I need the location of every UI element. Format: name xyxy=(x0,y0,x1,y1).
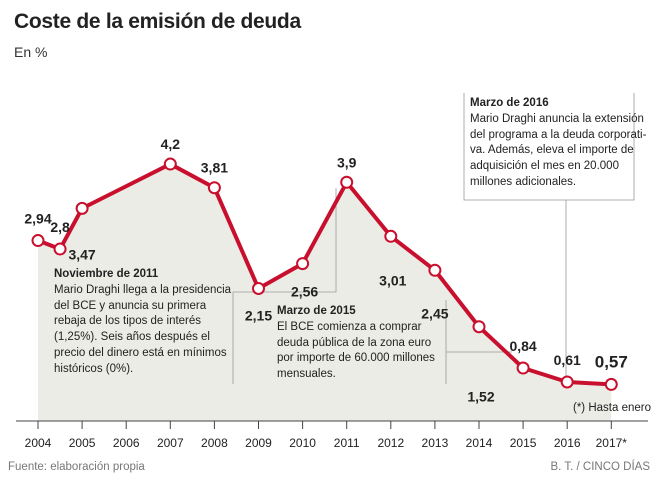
annotation-guides xyxy=(232,93,635,384)
data-label: 3,81 xyxy=(201,160,228,176)
series-line xyxy=(37,162,612,387)
data-label: 2,56 xyxy=(291,284,318,300)
chart-subtitle: En % xyxy=(14,44,48,60)
data-point xyxy=(384,229,398,243)
data-point xyxy=(53,242,67,256)
annotation-line: mensuales. xyxy=(277,368,336,381)
data-label: 3,47 xyxy=(68,246,95,262)
data-point xyxy=(163,157,177,171)
x-tick-label: 2017* xyxy=(596,436,628,450)
data-label: 1,52 xyxy=(467,389,494,405)
annotation-line: deuda pública de la zona euro xyxy=(277,336,432,349)
data-label: 2,15 xyxy=(245,307,272,323)
data-point xyxy=(252,281,265,295)
annotation-nov-2011: Noviembre de 2011 Mario Draghi llega a l… xyxy=(54,267,231,378)
data-point xyxy=(75,201,89,215)
data-label: 2,94 xyxy=(24,211,51,227)
data-points xyxy=(31,157,618,391)
guide-nov-2011 xyxy=(232,188,337,384)
x-tick-labels: 2004 2005 2006 2007 2008 2009 2010 2011 2012 2013… xyxy=(25,436,628,450)
data-point xyxy=(428,263,442,277)
annotation-mar-2016: Marzo de 2016 Mario Draghi anuncia la ex… xyxy=(470,96,646,191)
data-label: 0,84 xyxy=(509,338,536,354)
annotation-title: Noviembre de 2011 xyxy=(54,268,159,280)
x-tick-label: 2007 xyxy=(157,436,184,450)
annotation-line: El BCE comienza a comprar xyxy=(277,320,422,333)
annotation-mar-2015: Marzo de 2015 El BCE comienza a comprar … xyxy=(277,304,435,383)
x-tick-label: 2014 xyxy=(466,436,493,450)
source-text: Fuente: elaboración propia xyxy=(8,461,145,473)
x-ticks xyxy=(37,421,612,429)
data-label: 2,8 xyxy=(50,219,70,235)
annotation-line: rebaja de los tipos de interés xyxy=(54,315,202,328)
data-label: 0,61 xyxy=(554,352,581,368)
chart-title: Coste de la emisión de deuda xyxy=(14,10,301,33)
x-tick-label: 2005 xyxy=(69,436,96,450)
data-point xyxy=(296,257,310,271)
annotation-title: Marzo de 2015 xyxy=(277,305,356,317)
data-label: 4,2 xyxy=(161,136,181,152)
x-tick-label: 2012 xyxy=(377,436,404,450)
annotation-line: por importe de 60.000 millones xyxy=(277,352,435,365)
data-point xyxy=(560,375,574,389)
annotation-title: Marzo de 2016 xyxy=(470,97,549,109)
guide-mar-2016-box xyxy=(463,93,635,201)
annotation-line: del BCE y anuncia su primera xyxy=(54,299,207,312)
x-tick-label: 2008 xyxy=(201,436,228,450)
data-label: 3,9 xyxy=(337,154,357,170)
annotation-line: (1,25%). Seis años después el xyxy=(54,331,210,344)
annotation-line: del programa a la deuda corporati- xyxy=(470,128,647,141)
annotation-line: millones adicionales. xyxy=(470,175,577,188)
x-tick-label: 2013 xyxy=(422,436,449,450)
data-point xyxy=(516,361,530,375)
data-label: 2,45 xyxy=(421,305,448,321)
data-labels: 2,942,8 3,47 4,2 3,81 2,15 2,56 3,9 3,01 2,45 1,5… xyxy=(24,136,627,405)
footnote: (*) Hasta enero xyxy=(573,402,651,414)
x-tick-label: 2010 xyxy=(289,436,316,450)
x-tick-label: 2011 xyxy=(334,436,360,450)
annotation-line: Mario Draghi anuncia la extensión xyxy=(470,112,644,125)
x-tick-label: 2006 xyxy=(113,436,140,450)
data-point xyxy=(207,181,221,195)
credit-text: B. T. / CINCO DÍAS xyxy=(550,461,650,473)
data-label: 0,57 xyxy=(595,352,628,371)
data-point xyxy=(340,175,354,189)
data-label: 3,01 xyxy=(379,272,406,288)
annotation-line: adquisición el mes en 20.000 xyxy=(470,160,619,173)
x-tick-label: 2009 xyxy=(245,436,272,450)
area-fill xyxy=(38,164,612,421)
x-tick-label: 2015 xyxy=(510,436,537,450)
annotation-line: precio del dinero está en mínimos xyxy=(54,346,227,359)
annotation-line: Mario Draghi llega a la presidencia xyxy=(54,283,232,296)
x-tick-label: 2016 xyxy=(554,436,581,450)
annotation-line: históricos (0%). xyxy=(54,362,134,375)
data-point xyxy=(472,320,486,334)
data-point xyxy=(31,234,45,248)
data-point xyxy=(604,377,618,391)
x-tick-label: 2004 xyxy=(25,436,52,450)
annotation-line: va. Además, eleva el importe de xyxy=(470,144,634,157)
